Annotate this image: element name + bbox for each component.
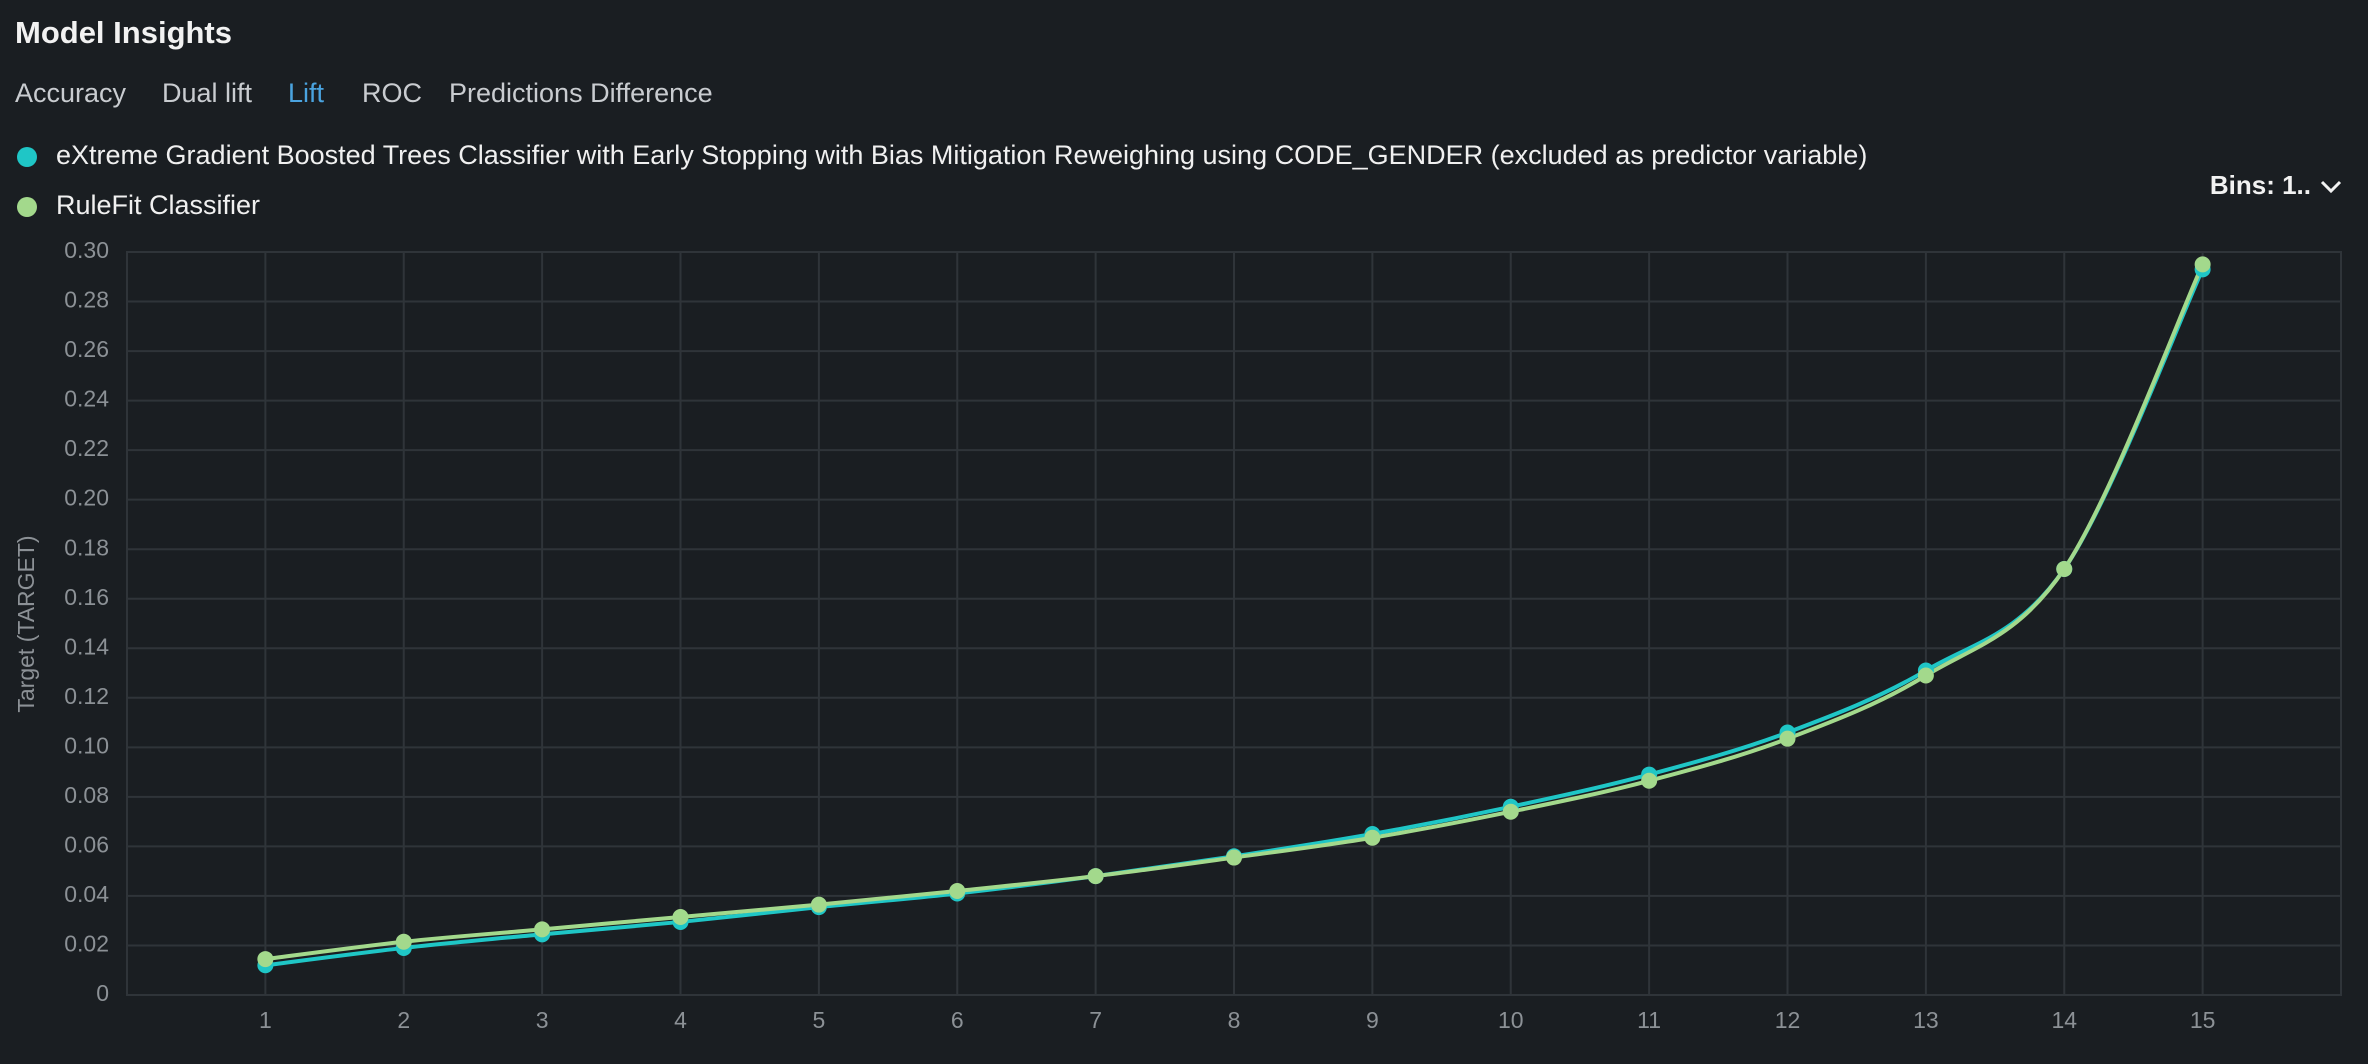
y-tick-label: 0 [96,980,109,1006]
y-tick-label: 0.12 [64,683,109,709]
tab[interactable]: ROC [362,78,422,108]
y-tick-label: 0.16 [64,584,109,610]
data-point [810,896,827,913]
title: Model Insights [15,15,232,50]
data-point [1502,803,1519,820]
tab[interactable]: Accuracy [15,78,127,108]
y-tick-label: 0.26 [64,336,109,362]
y-tick-label: 0.14 [64,633,109,659]
y-axis-label: Target (TARGET) [13,535,39,712]
series-line [265,268,2205,968]
y-tick-label: 0.10 [64,732,109,758]
data-point [2194,256,2211,273]
y-tick-label: 0.30 [64,237,109,263]
x-tick-label: 7 [1089,1007,1102,1033]
data-point [672,908,689,925]
data-point [1087,868,1104,885]
x-tick-label: 15 [2190,1007,2216,1033]
y-tick-label: 0.18 [64,534,109,560]
bins-label[interactable]: Bins: 1.. [2210,170,2311,200]
y-tick-label: 0.06 [64,831,109,857]
x-tick-label: 4 [674,1007,687,1033]
chevron[interactable] [2320,180,2342,194]
tab[interactable]: Predictions Difference [449,78,713,108]
data-point [1641,772,1658,789]
data-point [949,882,966,899]
x-tick-label: 12 [1775,1007,1801,1033]
data-point [1917,667,1934,684]
x-tick-label: 11 [1637,1007,1661,1033]
y-tick-label: 0.20 [64,485,109,511]
y-tick-label: 0.24 [64,386,109,412]
x-tick-label: 13 [1913,1007,1939,1033]
x-tick-label: 10 [1498,1007,1524,1033]
y-tick-label: 0.04 [64,881,109,907]
legend-text: eXtreme Gradient Boosted Trees Classifie… [56,140,1867,170]
plot-border [126,251,2342,996]
x-tick-label: 8 [1228,1007,1241,1033]
data-point [1364,829,1381,846]
data-point [257,951,274,968]
x-tick-label: 5 [812,1007,825,1033]
legend-marker [17,147,37,167]
tab[interactable]: Dual lift [162,78,253,108]
x-tick-label: 3 [536,1007,549,1033]
y-tick-label: 0.22 [64,435,109,461]
y-tick-label: 0.02 [64,931,109,957]
data-point [395,933,412,950]
series-line [265,263,2205,962]
data-point [1779,730,1796,747]
tab[interactable]: Lift [288,78,325,108]
y-tick-label: 0.08 [64,782,109,808]
legend-marker [17,197,37,217]
x-tick-label: 9 [1366,1007,1379,1033]
x-tick-label: 1 [259,1007,272,1033]
x-tick-label: 6 [951,1007,964,1033]
data-point [1226,849,1242,866]
legend-text: RuleFit Classifier [56,190,260,220]
x-tick-label: 14 [2051,1007,2077,1033]
x-tick-label: 2 [397,1007,410,1033]
data-point [2056,561,2073,578]
bins-dropdown[interactable]: Bins: 1.. [2210,170,2342,200]
y-tick-label: 0.28 [64,287,109,313]
data-point [534,921,551,938]
